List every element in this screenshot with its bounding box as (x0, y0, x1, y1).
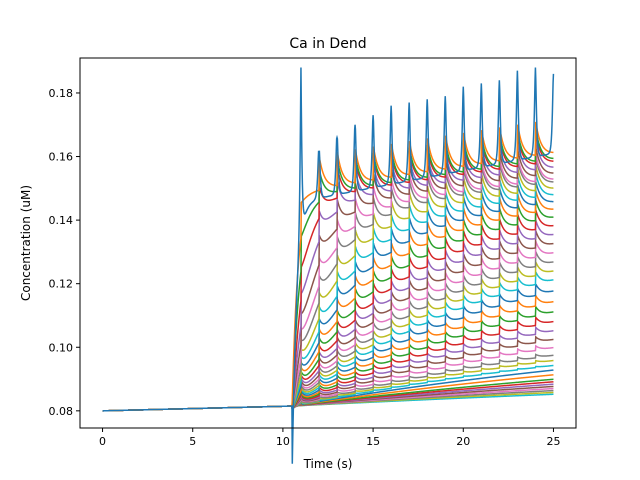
y-axis: 0.08 0.10 0.12 0.14 0.16 0.18 (49, 87, 80, 418)
y-tick-label: 0.12 (49, 278, 74, 291)
y-tick-label: 0.10 (49, 341, 74, 354)
x-tick-label: 5 (189, 435, 196, 448)
series-line (102, 67, 555, 464)
y-tick-label: 0.14 (49, 214, 74, 227)
series-line (102, 181, 554, 412)
series-line (102, 209, 554, 412)
x-axis: 0 5 10 15 20 25 (99, 428, 560, 448)
chart-title: Ca in Dend (289, 36, 366, 52)
x-tick-label: 15 (366, 435, 380, 448)
x-tick-label: 10 (276, 435, 290, 448)
x-tick-label: 25 (546, 435, 560, 448)
plot-frame (79, 57, 577, 429)
series-group (102, 67, 555, 464)
y-axis-label: Concentration (uM) (19, 185, 33, 301)
x-axis-label: Time (s) (303, 457, 353, 471)
x-tick-label: 20 (456, 435, 470, 448)
y-tick-label: 0.08 (49, 405, 74, 418)
y-tick-label: 0.18 (49, 87, 74, 100)
x-tick-label: 0 (99, 435, 106, 448)
y-tick-label: 0.16 (49, 151, 74, 164)
